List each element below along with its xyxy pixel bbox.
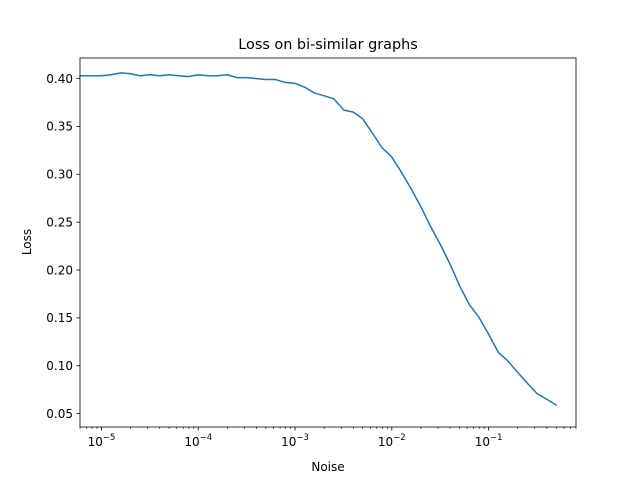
chart-title: Loss on bi-similar graphs [238,37,417,53]
y-tick-label: 0.30 [46,168,73,182]
x-tick-label: 10−3 [281,433,309,449]
plot-area-frame [79,57,577,428]
x-tick-label: 10−1 [475,433,503,449]
plot-lines [79,72,558,407]
loss-series-line [79,72,558,407]
y-tick-label: 0.15 [46,311,73,325]
x-tick-label: 10−4 [184,433,212,449]
y-tick-label: 0.25 [46,215,73,229]
y-tick-label: 0.40 [46,72,73,86]
x-tick-label: 10−2 [378,433,406,449]
x-tick-label: 10−5 [88,433,116,449]
y-tick-label: 0.20 [46,263,73,277]
x-axis-label: Noise [311,460,344,474]
y-tick-label: 0.35 [46,120,73,134]
y-axis-ticks: 0.05 0.10 0.15 0.20 0.25 0.30 0.35 0.40 [46,72,80,421]
y-tick-label: 0.05 [46,407,73,421]
y-axis-label: Loss [20,229,34,255]
x-axis-ticks: 10−5 10−4 10−3 10−2 10−1 [79,427,577,449]
y-tick-label: 0.10 [46,359,73,373]
